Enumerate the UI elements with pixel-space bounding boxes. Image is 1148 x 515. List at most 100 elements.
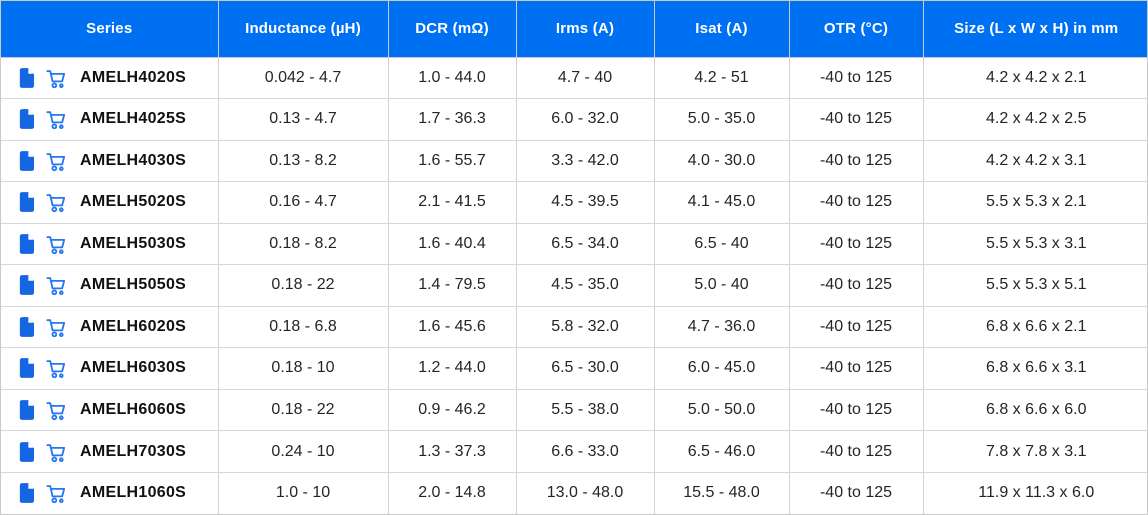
series-cell: AMELH6030S [1,347,219,390]
size-cell: 7.8 x 7.8 x 3.1 [923,430,1147,473]
dcr-cell: 1.0 - 44.0 [388,57,517,100]
isat-cell: 6.5 - 46.0 [654,430,790,473]
irms-cell: 3.3 - 42.0 [516,140,655,183]
series-cell: AMELH6020S [1,306,219,349]
add-to-cart-icon[interactable] [45,440,67,464]
series-cell: AMELH7030S [1,430,219,473]
otr-cell: -40 to 125 [789,264,924,307]
table-row: AMELH5020S 0.16 - 4.7 2.1 - 41.5 4.5 - 3… [1,181,1147,224]
series-cell: AMELH4025S [1,98,219,141]
otr-cell: -40 to 125 [789,472,924,514]
add-to-cart-icon[interactable] [45,190,67,214]
column-header-irms: Irms (A) [516,1,655,58]
inductance-cell: 0.24 - 10 [218,430,389,473]
add-to-cart-icon[interactable] [45,107,67,131]
series-cell: AMELH1060S [1,472,219,514]
isat-cell: 15.5 - 48.0 [654,472,790,514]
irms-cell: 6.5 - 30.0 [516,347,655,390]
otr-cell: -40 to 125 [789,389,924,432]
otr-cell: -40 to 125 [789,98,924,141]
inductance-cell: 0.18 - 6.8 [218,306,389,349]
table-row: AMELH7030S 0.24 - 10 1.3 - 37.3 6.6 - 33… [1,430,1147,473]
series-link[interactable]: AMELH7030S [80,442,187,460]
irms-cell: 6.0 - 32.0 [516,98,655,141]
column-header-isat: Isat (A) [654,1,790,58]
datasheet-icon[interactable] [14,232,36,256]
datasheet-icon[interactable] [14,107,36,131]
series-link[interactable]: AMELH6020S [80,317,187,335]
datasheet-icon[interactable] [14,356,36,380]
inductance-cell: 0.18 - 22 [218,264,389,307]
column-header-series: Series [1,1,219,58]
add-to-cart-icon[interactable] [45,66,67,90]
datasheet-icon[interactable] [14,190,36,214]
isat-cell: 6.5 - 40 [654,223,790,266]
inductance-cell: 0.16 - 4.7 [218,181,389,224]
series-link[interactable]: AMELH5050S [80,276,187,294]
series-link[interactable]: AMELH1060S [80,484,187,502]
series-link[interactable]: AMELH4025S [80,110,187,128]
series-cell-inner: AMELH1060S [14,481,218,505]
series-link[interactable]: AMELH5020S [80,193,187,211]
series-link[interactable]: AMELH6060S [80,401,187,419]
datasheet-icon[interactable] [14,273,36,297]
series-cell: AMELH5050S [1,264,219,307]
datasheet-icon[interactable] [14,66,36,90]
isat-cell: 5.0 - 50.0 [654,389,790,432]
series-cell: AMELH5020S [1,181,219,224]
table-row: AMELH4025S 0.13 - 4.7 1.7 - 36.3 6.0 - 3… [1,98,1147,141]
series-link[interactable]: AMELH4020S [80,68,187,86]
datasheet-icon[interactable] [14,481,36,505]
series-cell-inner: AMELH6030S [14,356,218,380]
series-cell: AMELH4030S [1,140,219,183]
column-header-otr: OTR (°C) [789,1,924,58]
add-to-cart-icon[interactable] [45,398,67,422]
otr-cell: -40 to 125 [789,430,924,473]
add-to-cart-icon[interactable] [45,315,67,339]
size-cell: 6.8 x 6.6 x 6.0 [923,389,1147,432]
datasheet-icon[interactable] [14,398,36,422]
isat-cell: 4.2 - 51 [654,57,790,100]
isat-cell: 4.1 - 45.0 [654,181,790,224]
series-link[interactable]: AMELH4030S [80,151,187,169]
inductance-cell: 0.18 - 8.2 [218,223,389,266]
irms-cell: 4.5 - 39.5 [516,181,655,224]
add-to-cart-icon[interactable] [45,481,67,505]
datasheet-icon[interactable] [14,149,36,173]
irms-cell: 4.5 - 35.0 [516,264,655,307]
series-cell-inner: AMELH7030S [14,440,218,464]
otr-cell: -40 to 125 [789,140,924,183]
size-cell: 5.5 x 5.3 x 5.1 [923,264,1147,307]
dcr-cell: 1.2 - 44.0 [388,347,517,390]
irms-cell: 5.8 - 32.0 [516,306,655,349]
series-cell-inner: AMELH6060S [14,398,218,422]
add-to-cart-icon[interactable] [45,356,67,380]
header-row: Series Inductance (µH) DCR (mΩ) Irms (A)… [1,1,1147,58]
dcr-cell: 0.9 - 46.2 [388,389,517,432]
series-link[interactable]: AMELH5030S [80,234,187,252]
size-cell: 11.9 x 11.3 x 6.0 [923,472,1147,514]
add-to-cart-icon[interactable] [45,273,67,297]
size-cell: 4.2 x 4.2 x 2.5 [923,98,1147,141]
dcr-cell: 2.0 - 14.8 [388,472,517,514]
inductance-cell: 0.18 - 10 [218,347,389,390]
isat-cell: 5.0 - 40 [654,264,790,307]
size-cell: 6.8 x 6.6 x 2.1 [923,306,1147,349]
irms-cell: 6.5 - 34.0 [516,223,655,266]
datasheet-icon[interactable] [14,440,36,464]
datasheet-icon[interactable] [14,315,36,339]
dcr-cell: 1.7 - 36.3 [388,98,517,141]
inductance-cell: 0.13 - 4.7 [218,98,389,141]
dcr-cell: 1.6 - 45.6 [388,306,517,349]
table-row: AMELH6060S 0.18 - 22 0.9 - 46.2 5.5 - 38… [1,389,1147,432]
isat-cell: 4.0 - 30.0 [654,140,790,183]
table-row: AMELH4020S 0.042 - 4.7 1.0 - 44.0 4.7 - … [1,57,1147,100]
dcr-cell: 1.4 - 79.5 [388,264,517,307]
dcr-cell: 2.1 - 41.5 [388,181,517,224]
series-link[interactable]: AMELH6030S [80,359,187,377]
add-to-cart-icon[interactable] [45,232,67,256]
table-row: AMELH6030S 0.18 - 10 1.2 - 44.0 6.5 - 30… [1,347,1147,390]
add-to-cart-icon[interactable] [45,149,67,173]
series-cell-inner: AMELH5020S [14,190,218,214]
